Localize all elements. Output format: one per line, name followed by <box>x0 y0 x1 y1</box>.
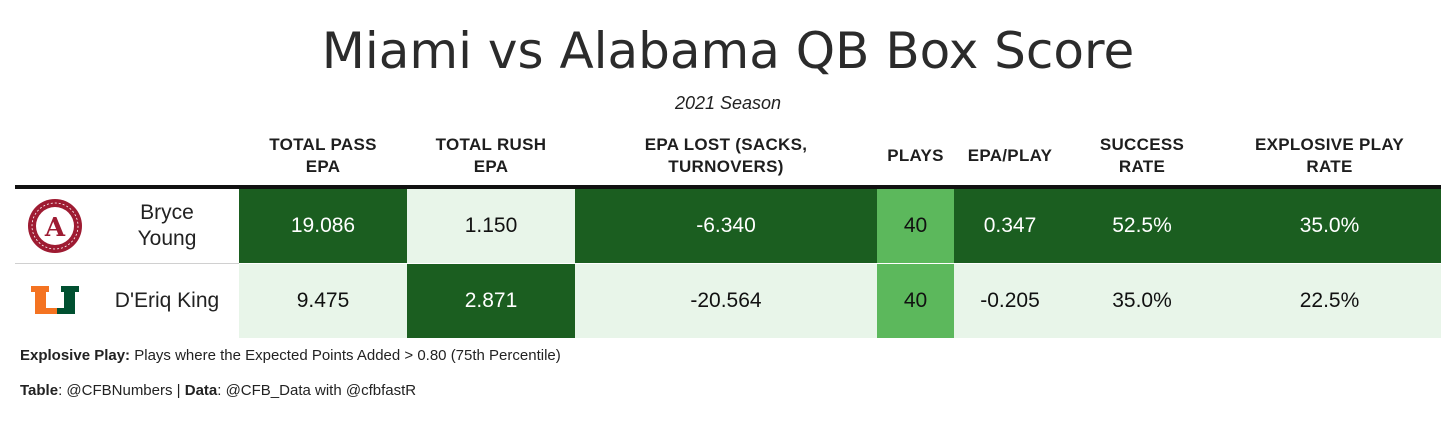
header-rule <box>15 185 1441 189</box>
header-explosive-play-rate: EXPLOSIVE PLAY RATE <box>1254 135 1405 176</box>
cell-success-rate: 35.0% <box>1066 264 1218 338</box>
page-subtitle: 2021 Season <box>674 93 782 113</box>
page-title: Miami vs Alabama QB Box Score <box>321 22 1135 80</box>
player-name: D'Eriq King <box>114 289 220 312</box>
cell-plays: 40 <box>877 264 954 338</box>
footnote-explosive-play: Explosive Play: Plays where the Expected… <box>20 347 561 364</box>
miami-logo <box>15 264 95 338</box>
cell-epa-lost: -20.564 <box>575 264 877 338</box>
table-row: A Bryce Young 19.086 1.150 -6.340 40 0.34… <box>15 189 1441 263</box>
header-epa-lost: EPA LOST (SACKS, TURNOVERS) <box>644 135 808 176</box>
header-total-pass-epa: TOTAL PASS EPA <box>269 135 377 176</box>
svg-text:A: A <box>44 213 66 243</box>
cell-total-rush-epa: 1.150 <box>407 189 575 263</box>
header-total-rush-epa: TOTAL RUSH EPA <box>435 135 547 176</box>
player-name: Bryce Young <box>137 201 197 250</box>
row-divider <box>15 263 239 264</box>
header-epa-per-play: EPA/PLAY <box>967 146 1053 165</box>
cell-epa-lost: -6.340 <box>575 189 877 263</box>
cell-plays: 40 <box>877 189 954 263</box>
table-row: D'Eriq King 9.475 2.871 -20.564 40 -0.20… <box>15 264 1441 338</box>
cell-total-pass-epa: 9.475 <box>239 264 407 338</box>
cell-total-rush-epa: 2.871 <box>407 264 575 338</box>
cell-epa-per-play: -0.205 <box>954 264 1066 338</box>
cell-epa-per-play: 0.347 <box>954 189 1066 263</box>
cell-total-pass-epa: 19.086 <box>239 189 407 263</box>
alabama-logo: A <box>15 189 95 263</box>
footnote-source: Table: @CFBNumbers | Data: @CFB_Data wit… <box>20 382 417 399</box>
cell-explosive-play-rate: 22.5% <box>1218 264 1441 338</box>
header-success-rate: SUCCESS RATE <box>1099 135 1185 176</box>
cell-success-rate: 52.5% <box>1066 189 1218 263</box>
header-plays: PLAYS <box>887 146 944 165</box>
cell-explosive-play-rate: 35.0% <box>1218 189 1441 263</box>
